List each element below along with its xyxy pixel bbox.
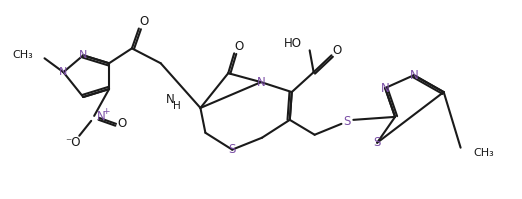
Text: S: S bbox=[374, 136, 381, 149]
Text: N: N bbox=[167, 93, 175, 105]
Text: N: N bbox=[59, 67, 67, 77]
Text: +: + bbox=[102, 107, 110, 116]
Text: H: H bbox=[173, 101, 181, 111]
Text: N: N bbox=[79, 50, 88, 60]
Text: S: S bbox=[229, 143, 236, 156]
Text: N: N bbox=[410, 69, 418, 82]
Text: HO: HO bbox=[284, 37, 302, 50]
Text: O: O bbox=[139, 15, 148, 28]
Text: O: O bbox=[117, 117, 127, 130]
Text: N: N bbox=[97, 110, 106, 123]
Text: O: O bbox=[234, 40, 244, 53]
Text: CH₃: CH₃ bbox=[13, 50, 33, 60]
Text: N: N bbox=[257, 76, 265, 89]
Text: N: N bbox=[381, 82, 389, 95]
Text: S: S bbox=[343, 115, 351, 128]
Text: CH₃: CH₃ bbox=[473, 148, 494, 158]
Text: O: O bbox=[333, 44, 342, 57]
Text: ⁻O: ⁻O bbox=[66, 136, 81, 149]
